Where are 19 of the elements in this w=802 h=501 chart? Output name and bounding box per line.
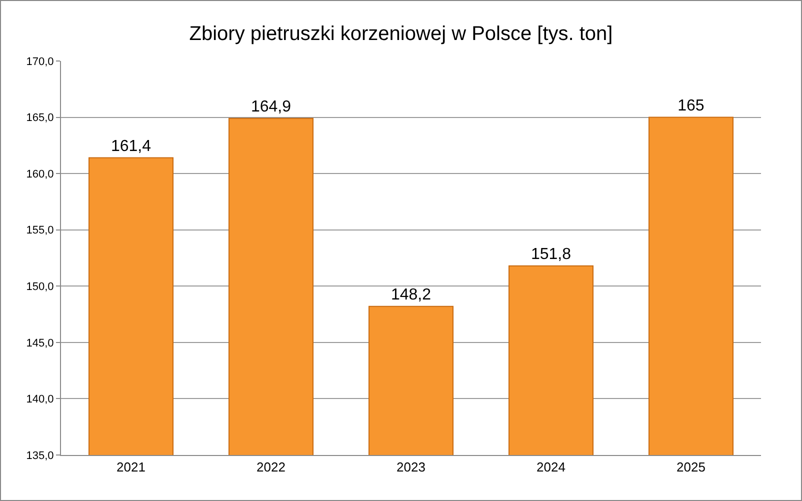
data-label: 148,2 (390, 286, 432, 304)
data-label: 164,9 (250, 98, 292, 116)
x-tick-label: 2023 (396, 460, 426, 475)
data-label: 151,8 (530, 246, 572, 263)
x-tick-label: 2021 (116, 460, 146, 475)
y-tick-label: 150,0 (26, 280, 54, 293)
y-tick-label: 170,0 (26, 56, 54, 68)
x-tick-label: 2024 (536, 460, 566, 475)
y-tick-label: 145,0 (26, 337, 54, 350)
y-tick-label: 160,0 (26, 168, 54, 180)
y-tick-label: 155,0 (26, 224, 54, 237)
x-tick-label: 2022 (256, 460, 286, 475)
y-tick-label: 135,0 (26, 450, 54, 462)
data-label: 161,4 (110, 138, 152, 155)
data-label: 165 (678, 97, 704, 114)
y-tick-label: 165,0 (26, 112, 54, 124)
y-tick-label: 140,0 (26, 394, 54, 406)
x-tick-label: 2025 (676, 460, 706, 475)
chart-title: Zbiory pietruszki korzeniowej w Polsce [tys. ton] (189, 22, 613, 45)
